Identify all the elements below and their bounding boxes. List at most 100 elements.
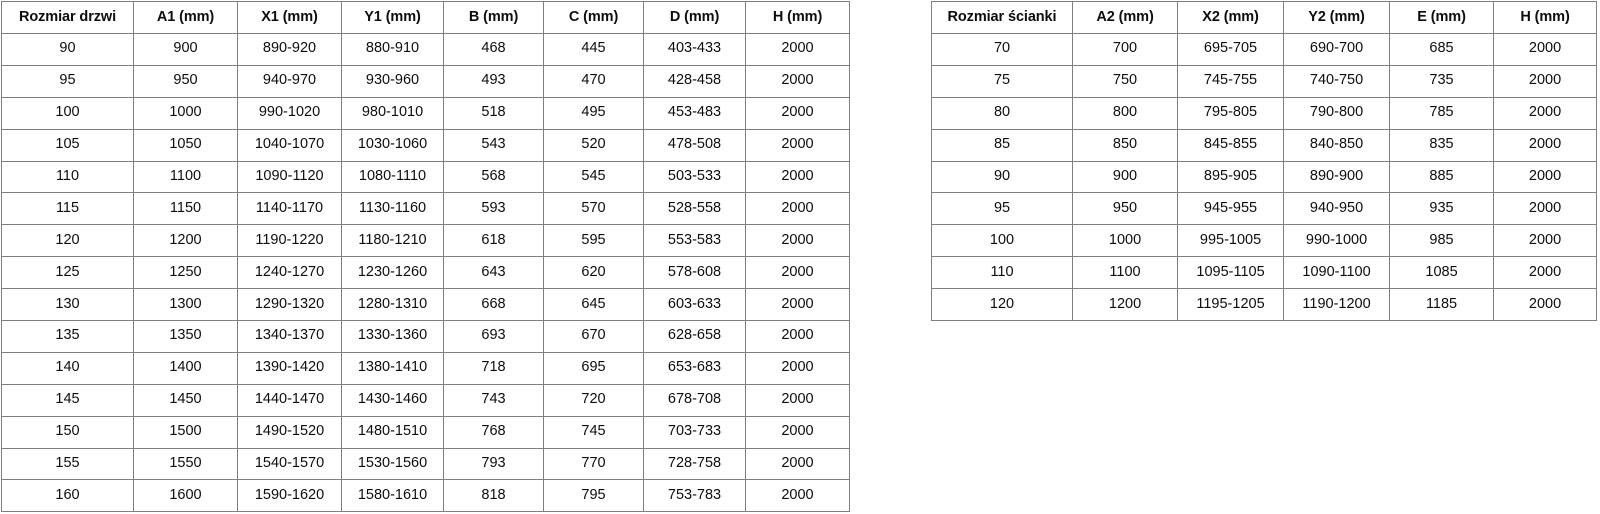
table-cell: 1330-1360 (341, 320, 444, 353)
table-cell: 1500 (133, 415, 238, 449)
table-cell: 453-483 (643, 96, 746, 130)
table-cell: 745-755 (1177, 64, 1285, 98)
table-row: 70 700 695-705 690-700 685 2000 (930, 33, 1597, 66)
table-cell: 735 (1389, 64, 1495, 98)
table-cell: 1190-1200 (1283, 288, 1391, 322)
table-cell: 980-1010 (341, 96, 444, 130)
table-row: 130 1300 1290-1320 1280-1310 668 645 603-633 20… (1, 288, 850, 322)
column-header-3: Y1 (mm) (341, 1, 444, 34)
table-cell: 100 (1, 96, 134, 130)
column-header-3: Y2 (mm) (1283, 1, 1391, 34)
table-cell: 2000 (1493, 33, 1597, 66)
table-cell: 890-920 (237, 33, 342, 66)
table-cell: 2000 (1493, 64, 1597, 98)
table-cell: 2000 (745, 192, 850, 226)
table-row: 110 1100 1095-1105 1090-1100 1085 2000 (930, 256, 1597, 290)
table-cell: 1090-1120 (237, 160, 342, 194)
table-cell: 2000 (745, 351, 850, 385)
table-cell: 700 (1072, 33, 1179, 66)
table-cell: 125 (1, 256, 134, 290)
table-row: 135 1350 1340-1370 1330-1360 693 670 628-658 20… (1, 320, 850, 353)
wall-table-body: 70 700 695-705 690-700 685 2000 75 750 745-755 74… (930, 33, 1597, 322)
table-row: 105 1050 1040-1070 1030-1060 543 520 478-508 20… (1, 128, 850, 162)
table-cell: 1100 (133, 160, 238, 194)
table-row: 75 750 745-755 740-750 735 2000 (930, 64, 1597, 98)
column-header-6: D (mm) (643, 1, 746, 34)
table-cell: 1190-1220 (237, 224, 342, 258)
table-cell: 930-960 (341, 64, 444, 98)
table-cell: 1030-1060 (341, 128, 444, 162)
table-cell: 2000 (745, 288, 850, 322)
table-cell: 2000 (1493, 160, 1597, 194)
table-cell: 840-850 (1283, 128, 1391, 162)
table-cell: 670 (543, 320, 644, 353)
table-cell: 428-458 (643, 64, 746, 98)
table-cell: 718 (443, 351, 544, 385)
table-row: 120 1200 1195-1205 1190-1200 1185 2000 (930, 288, 1597, 322)
table-cell: 753-783 (643, 479, 746, 513)
table-cell: 643 (443, 256, 544, 290)
table-cell: 1280-1310 (341, 288, 444, 322)
column-header-1: A2 (mm) (1072, 1, 1179, 34)
wall-panel-size-table: Rozmiar ścianki A2 (mm) X2 (mm) Y2 (mm) E (m… (930, 1, 1597, 322)
table-cell: 160 (1, 479, 134, 513)
table-cell: 120 (930, 288, 1074, 322)
table-cell: 890-900 (1283, 160, 1391, 194)
column-header-0: Rozmiar ścianki (930, 1, 1074, 34)
table-cell: 120 (1, 224, 134, 258)
table-cell: 1380-1410 (341, 351, 444, 385)
table-cell: 1540-1570 (237, 447, 342, 481)
table-cell: 1040-1070 (237, 128, 342, 162)
table-row: 125 1250 1240-1270 1230-1260 643 620 578-608 20… (1, 256, 850, 290)
table-cell: 770 (543, 447, 644, 481)
table-cell: 2000 (745, 128, 850, 162)
table-cell: 985 (1389, 224, 1495, 258)
table-cell: 690-700 (1283, 33, 1391, 66)
table-cell: 1400 (133, 351, 238, 385)
table-cell: 2000 (1493, 192, 1597, 226)
table-cell: 1440-1470 (237, 383, 342, 417)
column-header-4: E (mm) (1389, 1, 1495, 34)
table-cell: 503-533 (643, 160, 746, 194)
table-cell: 528-558 (643, 192, 746, 226)
table-cell: 1140-1170 (237, 192, 342, 226)
table-cell: 835 (1389, 128, 1495, 162)
table-cell: 2000 (1493, 224, 1597, 258)
table-row: 120 1200 1190-1220 1180-1210 618 595 553-583 20… (1, 224, 850, 258)
table-row: 100 1000 990-1020 980-1010 518 495 453-483 2000 (1, 96, 850, 130)
table-cell: 1300 (133, 288, 238, 322)
table-cell: 1580-1610 (341, 479, 444, 513)
table-cell: 1090-1100 (1283, 256, 1391, 290)
table-cell: 845-855 (1177, 128, 1285, 162)
table-header-row: Rozmiar ścianki A2 (mm) X2 (mm) Y2 (mm) E (m… (930, 1, 1597, 34)
table-cell: 1550 (133, 447, 238, 481)
table-cell: 130 (1, 288, 134, 322)
table-row: 115 1150 1140-1170 1130-1160 593 570 528-558 20… (1, 192, 850, 226)
table-cell: 850 (1072, 128, 1179, 162)
table-cell: 1240-1270 (237, 256, 342, 290)
table-cell: 2000 (745, 447, 850, 481)
table-cell: 2000 (745, 383, 850, 417)
table-cell: 2000 (745, 96, 850, 130)
table-cell: 795 (543, 479, 644, 513)
table-cell: 2000 (745, 320, 850, 353)
table-cell: 593 (443, 192, 544, 226)
table-cell: 1600 (133, 479, 238, 513)
column-header-7: H (mm) (745, 1, 850, 34)
table-cell: 740-750 (1283, 64, 1391, 98)
table-cell: 1480-1510 (341, 415, 444, 449)
table-cell: 493 (443, 64, 544, 98)
column-header-2: X1 (mm) (237, 1, 342, 34)
table-cell: 818 (443, 479, 544, 513)
table-row: 150 1500 1490-1520 1480-1510 768 745 703-733 20… (1, 415, 850, 449)
table-cell: 695-705 (1177, 33, 1285, 66)
table-row: 95 950 940-970 930-960 493 470 428-458 2000 (1, 64, 850, 98)
table-row: 110 1100 1090-1120 1080-1110 568 545 503-533 20… (1, 160, 850, 194)
table-cell: 1350 (133, 320, 238, 353)
table-cell: 743 (443, 383, 544, 417)
table-cell: 110 (1, 160, 134, 194)
table-cell: 1095-1105 (1177, 256, 1285, 290)
table-cell: 945-955 (1177, 192, 1285, 226)
table-row: 100 1000 995-1005 990-1000 985 2000 (930, 224, 1597, 258)
table-cell: 110 (930, 256, 1074, 290)
